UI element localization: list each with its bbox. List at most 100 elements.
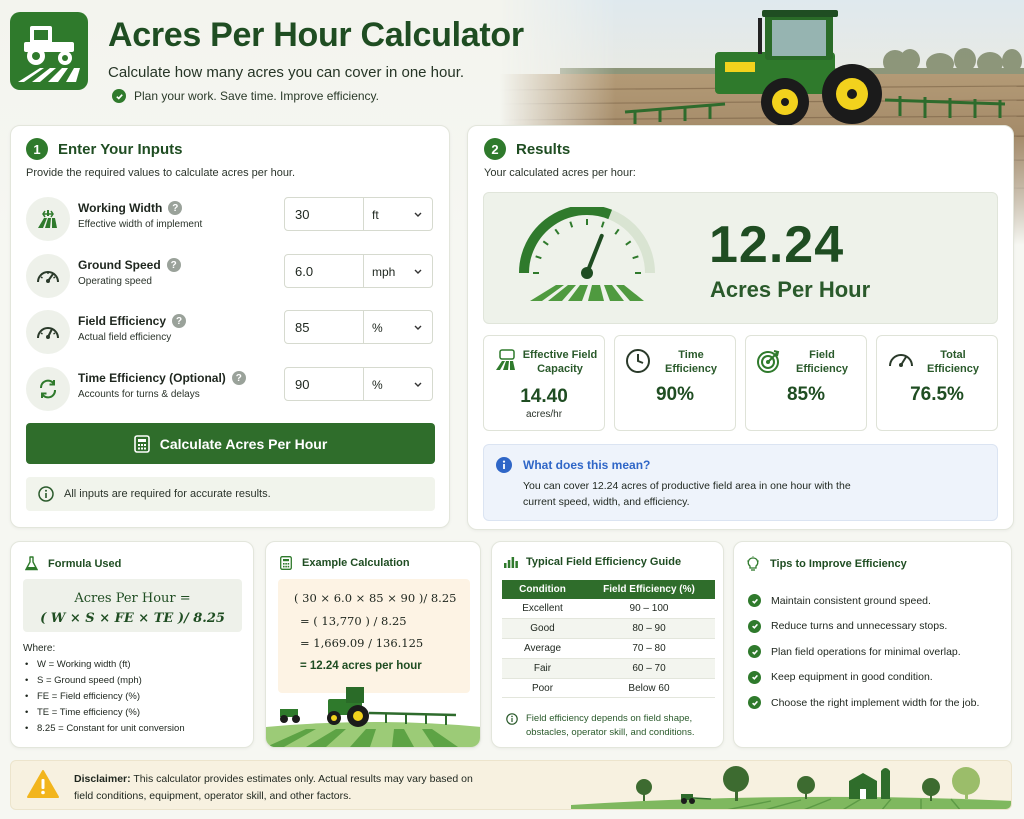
acres-per-hour-value: 12.24: [709, 216, 845, 274]
speedometer-icon: [26, 254, 70, 298]
inputs-description: Provide the required values to calculate…: [26, 167, 296, 179]
disclaimer-text: Disclaimer: This calculator provides est…: [74, 771, 534, 805]
metric-value: 85%: [786, 384, 826, 405]
efficiency-table: Condition Field Efficiency (%) Excellent…: [502, 580, 715, 699]
step-number: 2: [484, 138, 506, 160]
definition-item: 8.25 = Constant for unit conversion: [23, 721, 185, 737]
time-efficiency-unit-value: %: [372, 378, 383, 392]
example-calculation: ( 30 × 6.0 × 85 × 90 )/ 8.25 = ( 13,770 …: [278, 579, 470, 693]
help-icon[interactable]: ?: [168, 201, 183, 215]
check-circle-icon: [748, 619, 761, 633]
table-row: Average 70 – 80: [502, 638, 715, 659]
field-efficiency-label: Field Efficiency ?: [78, 314, 187, 328]
ground-speed-label-text: Ground Speed: [78, 258, 161, 272]
ground-speed-hint: Operating speed: [78, 276, 152, 287]
calc-result: = 12.24 acres per hour: [300, 659, 422, 672]
calculate-button[interactable]: Calculate Acres Per Hour: [26, 423, 435, 464]
clock-icon: [626, 349, 650, 373]
tip-text: Plan field operations for minimal overla…: [771, 645, 961, 658]
chevron-down-icon: [414, 382, 422, 387]
table-cell: Fair: [502, 658, 583, 679]
time-efficiency-label-text: Time Efficiency (Optional): [78, 371, 226, 385]
tip-item: Choose the right implement width for the…: [748, 690, 979, 716]
working-width-unit-select[interactable]: ft: [363, 197, 433, 231]
info-icon: [496, 457, 512, 473]
inputs-header: 1 Enter Your Inputs: [26, 138, 182, 160]
ground-speed-unit-select[interactable]: mph: [363, 254, 433, 288]
page-subtitle: Calculate how many acres you can cover i…: [108, 64, 465, 81]
definition-item: TE = Time efficiency (%): [23, 705, 185, 721]
time-efficiency-unit-select[interactable]: %: [363, 367, 433, 401]
table-header-row: Condition Field Efficiency (%): [502, 580, 715, 599]
table-cell: 90 – 100: [583, 599, 715, 620]
guide-note-line1: Field efficiency depends on field shape,: [526, 713, 693, 724]
working-width-unit-value: ft: [372, 208, 379, 222]
bar-chart-icon: [504, 557, 518, 568]
ground-speed-input[interactable]: 6.0: [284, 254, 364, 288]
tip-item: Reduce turns and unnecessary stops.: [748, 614, 979, 640]
results-description: Your calculated acres per hour:: [484, 167, 636, 179]
help-icon[interactable]: ?: [231, 371, 246, 385]
gauge-tick: [554, 228, 560, 235]
calculator-icon: [280, 556, 292, 570]
time-efficiency-input[interactable]: 90: [284, 367, 364, 401]
flask-icon: [25, 556, 38, 571]
field-efficiency-unit-value: %: [372, 321, 383, 335]
field-rows-icon: [26, 197, 70, 241]
tip-text: Choose the right implement width for the…: [771, 696, 980, 709]
field-icon: [496, 349, 515, 370]
tips-header: Tips to Improve Efficiency: [746, 556, 907, 572]
check-circle-icon: [748, 645, 761, 659]
formula-line1: Acres Per Hour =: [74, 591, 191, 606]
working-width-input[interactable]: 30: [284, 197, 364, 231]
gauge-tick: [632, 255, 639, 260]
target-icon: [757, 350, 780, 373]
chevron-down-icon: [414, 212, 422, 217]
variable-definitions: W = Working width (ft) S = Ground speed …: [23, 657, 185, 737]
calculate-button-label: Calculate Acres Per Hour: [159, 435, 328, 452]
field-efficiency-unit-select[interactable]: %: [363, 310, 433, 344]
table-cell: Good: [502, 618, 583, 640]
gauge-graphic: [519, 207, 655, 301]
calc-step: = 1,669.09 / 136.125: [300, 636, 424, 650]
field-efficiency-row: Field Efficiency ? Actual field efficien…: [16, 310, 436, 356]
page-title: Acres Per Hour Calculator: [108, 16, 524, 54]
explanation-text-line2: current speed, width, and efficiency.: [523, 496, 690, 508]
metric-effective-capacity: Effective Field Capacity 14.40 acres/hr: [483, 335, 605, 431]
tips-card: Tips to Improve Efficiency Maintain cons…: [733, 541, 1012, 748]
metric-label: Total Efficiency: [927, 349, 979, 375]
table-row: Excellent 90 – 100: [502, 599, 715, 620]
explanation-text-line1: You can cover 12.24 acres of productive …: [523, 480, 851, 492]
working-width-hint: Effective width of implement: [78, 219, 203, 230]
help-icon[interactable]: ?: [172, 314, 187, 328]
formula-line2: ( W × S × FE × TE )/ 8.25: [40, 611, 225, 626]
metric-unit: acres/hr: [525, 409, 563, 420]
example-header: Example Calculation: [280, 556, 410, 570]
gauge-tick: [569, 221, 574, 228]
definition-item: FE = Field efficiency (%): [23, 689, 185, 705]
metric-value: 90%: [655, 384, 695, 405]
field-stripes: [530, 285, 644, 301]
working-width-label-text: Working Width: [78, 201, 163, 215]
column-header: Field Efficiency (%): [583, 580, 715, 599]
gauge-ticks: [533, 219, 641, 274]
disclaimer-label: Disclaimer:: [74, 773, 131, 785]
gauge-fill-arc: [519, 207, 613, 274]
gauge-tick: [542, 240, 549, 246]
tractor-illustration: [266, 687, 480, 747]
required-note: All inputs are required for accurate res…: [26, 477, 435, 511]
results-header: 2 Results: [484, 138, 570, 160]
guide-note-line2: obstacles, operator skill, and condition…: [526, 727, 695, 738]
gauge-icon: [26, 310, 70, 354]
column-header: Condition: [502, 580, 583, 599]
metric-label: Effective Field Capacity: [522, 349, 598, 375]
where-label: Where:: [23, 643, 56, 654]
help-icon[interactable]: ?: [166, 258, 181, 272]
example-card: Example Calculation ( 30 × 6.0 × 85 × 90…: [265, 541, 481, 748]
warning-icon: [27, 770, 59, 798]
field-efficiency-input[interactable]: 85: [284, 310, 364, 344]
ground-speed-label: Ground Speed ?: [78, 258, 181, 272]
formula-box: Acres Per Hour = ( W × S × FE × TE )/ 8.…: [23, 579, 242, 632]
table-cell: 80 – 90: [583, 618, 715, 640]
tagline: Plan your work. Save time. Improve effic…: [112, 89, 379, 103]
